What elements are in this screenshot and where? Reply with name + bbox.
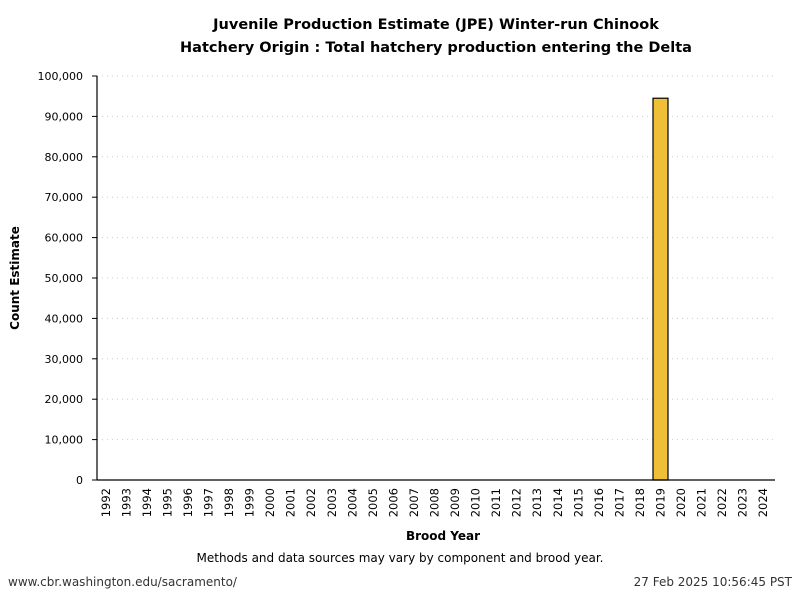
x-tick-label: 2001 bbox=[284, 488, 298, 517]
y-axis-label: Count Estimate bbox=[8, 226, 22, 330]
x-tick-label: 2020 bbox=[674, 488, 688, 517]
x-tick-label: 2011 bbox=[489, 488, 503, 517]
x-tick-label: 2006 bbox=[386, 488, 400, 517]
y-tick-label: 100,000 bbox=[38, 70, 84, 83]
x-tick-label: 1993 bbox=[119, 488, 133, 517]
x-tick-label: 2003 bbox=[325, 488, 339, 517]
x-tick-label: 2005 bbox=[366, 488, 380, 517]
x-tick-label: 2017 bbox=[612, 488, 626, 517]
x-axis-label: Brood Year bbox=[406, 529, 480, 543]
x-tick-label: 2024 bbox=[756, 488, 770, 517]
x-tick-label: 2018 bbox=[633, 488, 647, 517]
timestamp: 27 Feb 2025 10:56:45 PST bbox=[634, 575, 793, 589]
x-tick-label: 1994 bbox=[140, 488, 154, 517]
x-tick-label: 2015 bbox=[571, 488, 585, 517]
source-url: www.cbr.washington.edu/sacramento/ bbox=[8, 575, 238, 589]
chart-title: Juvenile Production Estimate (JPE) Winte… bbox=[212, 17, 659, 33]
x-tick-label: 2007 bbox=[407, 488, 421, 517]
x-tick-label: 2000 bbox=[263, 488, 277, 517]
x-tick-label: 2004 bbox=[345, 488, 359, 517]
x-tick-label: 2014 bbox=[551, 488, 565, 517]
methods-note: Methods and data sources may vary by com… bbox=[197, 551, 604, 565]
y-tick-label: 10,000 bbox=[45, 434, 84, 447]
y-tick-label: 20,000 bbox=[45, 393, 84, 406]
x-tick-label: 1995 bbox=[160, 488, 174, 517]
y-tick-label: 40,000 bbox=[45, 312, 84, 325]
x-tick-label: 1996 bbox=[181, 488, 195, 517]
x-tick-label: 2002 bbox=[304, 488, 318, 517]
y-tick-label: 50,000 bbox=[45, 272, 84, 285]
x-tick-label: 2013 bbox=[530, 488, 544, 517]
bar-2019 bbox=[652, 97, 669, 481]
x-tick-label: 2016 bbox=[592, 488, 606, 517]
x-tick-label: 1999 bbox=[243, 488, 257, 517]
y-tick-label: 80,000 bbox=[45, 151, 84, 164]
y-tick-label: 90,000 bbox=[45, 110, 84, 123]
x-tick-label: 1997 bbox=[202, 488, 216, 517]
x-tick-label: 2012 bbox=[510, 488, 524, 517]
x-tick-label: 1992 bbox=[99, 488, 113, 517]
y-tick-label: 70,000 bbox=[45, 191, 84, 204]
y-tick-label: 30,000 bbox=[45, 353, 84, 366]
x-tick-label: 2008 bbox=[428, 488, 442, 517]
y-tick-label: 0 bbox=[76, 474, 83, 487]
x-tick-label: 2023 bbox=[736, 488, 750, 517]
x-tick-label: 1998 bbox=[222, 488, 236, 517]
x-tick-label: 2009 bbox=[448, 488, 462, 517]
chart-subtitle: Hatchery Origin : Total hatchery product… bbox=[180, 40, 692, 56]
y-tick-label: 60,000 bbox=[45, 232, 84, 245]
x-tick-label: 2010 bbox=[469, 488, 483, 517]
x-tick-label: 2021 bbox=[695, 488, 709, 517]
x-tick-label: 2022 bbox=[715, 488, 729, 517]
x-tick-label: 2019 bbox=[654, 488, 668, 517]
